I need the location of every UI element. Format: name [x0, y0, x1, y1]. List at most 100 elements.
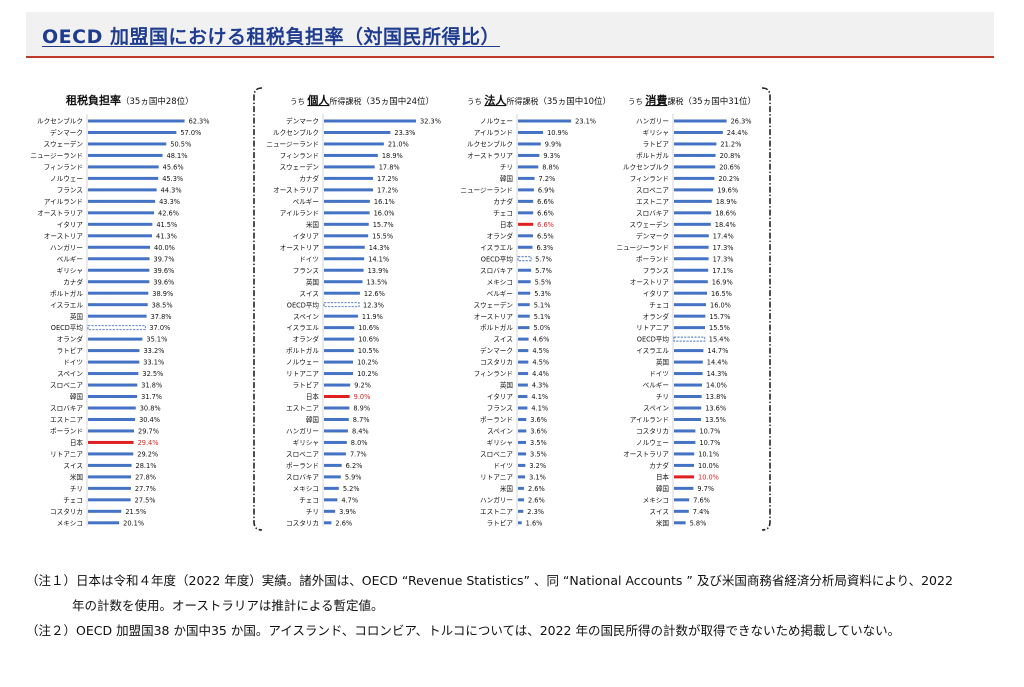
- value-label: 48.1%: [167, 152, 188, 160]
- value-label: 18.4%: [715, 221, 736, 229]
- bar: [324, 498, 338, 502]
- category-label: ラトビア: [643, 140, 670, 149]
- value-label: 13.5%: [705, 416, 726, 424]
- bar: [674, 406, 702, 410]
- value-label: 10.5%: [358, 347, 379, 355]
- category-label: フィンランド: [630, 175, 669, 183]
- category-label: ハンガリー: [50, 243, 83, 252]
- bar-oecd-average: [323, 302, 360, 308]
- category-label: オーストラリア: [467, 152, 513, 160]
- category-label: スウェーデン: [629, 220, 669, 229]
- bar: [88, 486, 131, 490]
- bar: [674, 188, 714, 192]
- bar: [324, 452, 346, 456]
- value-label: 15.5%: [372, 232, 393, 240]
- category-label: ノルウェー: [50, 175, 83, 183]
- bar: [88, 257, 150, 261]
- category-label: チリ: [70, 485, 83, 493]
- value-label: 3.6%: [530, 428, 547, 436]
- value-label: 12.3%: [363, 301, 384, 309]
- value-label: 3.2%: [529, 462, 546, 470]
- bar: [674, 452, 695, 456]
- category-label: スペイン: [57, 370, 83, 378]
- value-label: 5.9%: [345, 473, 362, 481]
- bar: [674, 349, 704, 353]
- value-label: 15.7%: [373, 221, 394, 229]
- value-label: 20.1%: [123, 519, 144, 527]
- value-label: 5.3%: [534, 290, 551, 298]
- chart-title-rank: （35ヵ国中31位）: [683, 96, 756, 107]
- category-label: スロバキア: [286, 473, 319, 481]
- category-label: フィンランド: [474, 370, 513, 378]
- bar: [674, 280, 708, 284]
- value-label: 10.2%: [357, 359, 378, 367]
- value-label: 10.9%: [547, 129, 568, 137]
- bar: [88, 268, 150, 272]
- category-label: 英国: [500, 381, 514, 390]
- bar: [88, 165, 159, 169]
- category-label: ニュージーランド: [616, 244, 669, 252]
- category-label: スイス: [493, 336, 513, 344]
- bar: [88, 417, 136, 421]
- value-label: 7.2%: [539, 175, 556, 183]
- bar: [518, 452, 527, 456]
- bar: [88, 372, 139, 376]
- bracket-left: [253, 87, 263, 531]
- bar: [518, 130, 544, 134]
- category-label: ルクセンブルク: [37, 117, 83, 126]
- category-label: ドイツ: [63, 359, 83, 367]
- category-label: メキシコ: [293, 485, 319, 493]
- bar: [518, 360, 529, 364]
- value-label: 16.0%: [710, 301, 731, 309]
- category-label: 日本: [70, 438, 84, 447]
- category-label: チェコ: [63, 496, 83, 504]
- category-label: オーストリア: [280, 244, 320, 252]
- value-label: 20.2%: [718, 175, 739, 183]
- bar: [88, 337, 143, 341]
- category-label: OECD平均: [287, 300, 320, 309]
- bar: [324, 486, 339, 490]
- chart-title: 租税負担率（35ヵ国中28位）: [66, 93, 194, 107]
- value-label: 17.4%: [713, 232, 734, 240]
- value-label: 9.2%: [354, 382, 371, 390]
- bar: [674, 498, 690, 502]
- bar: [674, 303, 706, 307]
- bar: [674, 326, 705, 330]
- bar: [324, 165, 375, 169]
- bar: [324, 153, 378, 157]
- value-label: 4.5%: [532, 359, 549, 367]
- value-label: 21.0%: [388, 141, 409, 149]
- category-label: リトアニア: [636, 324, 669, 332]
- value-label: 9.0%: [354, 393, 371, 401]
- bar: [518, 211, 534, 215]
- page-header: OECD 加盟国における租税負担率（対国民所得比）: [26, 12, 994, 58]
- bar: [518, 291, 531, 295]
- bar: [88, 521, 120, 525]
- bar: [324, 222, 369, 226]
- category-label: オーストラリア: [37, 209, 83, 217]
- bar: [88, 475, 132, 479]
- category-label: リトアニア: [480, 473, 513, 481]
- value-label: 6.6%: [537, 198, 554, 206]
- bar: [88, 463, 132, 467]
- bar: [518, 268, 532, 272]
- category-label: ギリシャ: [643, 129, 669, 137]
- page-title: OECD 加盟国における租税負担率（対国民所得比）: [42, 26, 500, 48]
- value-label: 30.4%: [139, 416, 160, 424]
- bar: [88, 234, 153, 238]
- category-label: 英国: [70, 312, 84, 321]
- bar: [88, 303, 148, 307]
- value-label: 5.1%: [534, 313, 551, 321]
- category-label: スペイン: [643, 405, 669, 413]
- category-label: デンマーク: [50, 128, 83, 137]
- bar: [518, 337, 529, 341]
- category-label: ハンガリー: [480, 495, 513, 504]
- value-label: 5.7%: [535, 255, 552, 263]
- category-label: ギリシャ: [293, 439, 319, 447]
- value-label: 16.9%: [712, 278, 733, 286]
- value-label: 12.6%: [364, 290, 385, 298]
- value-label: 17.3%: [713, 255, 734, 263]
- value-label: 14.3%: [707, 370, 728, 378]
- category-label: オーストリア: [44, 232, 84, 240]
- value-label: 21.2%: [720, 141, 741, 149]
